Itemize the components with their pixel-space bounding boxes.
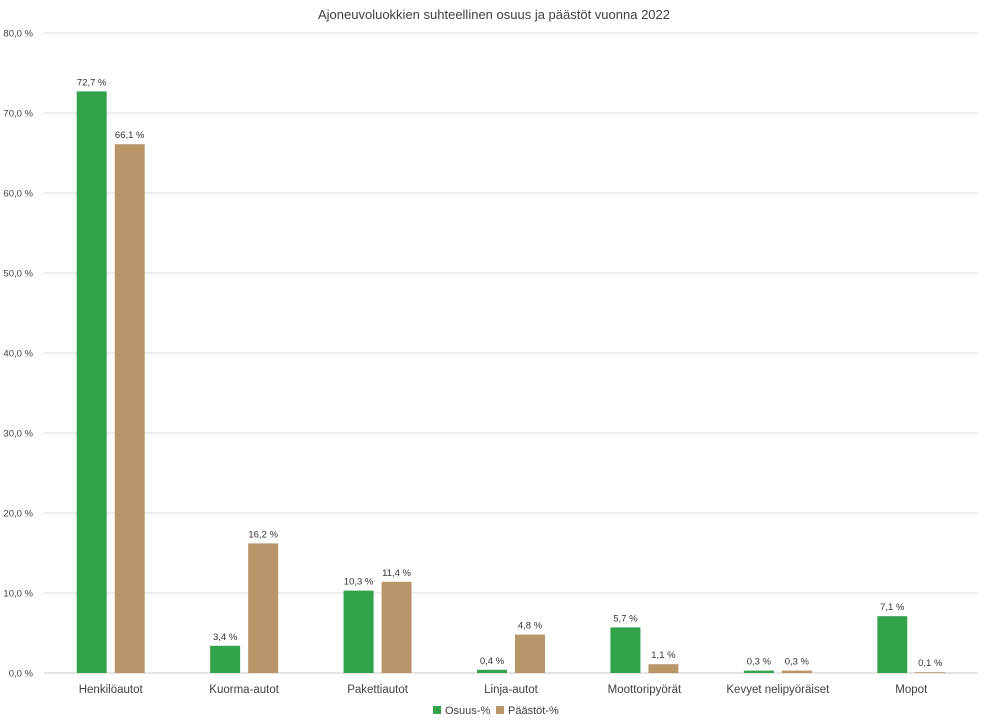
data-label: 4,8 % — [518, 621, 543, 632]
bar-osuus — [743, 670, 774, 673]
y-tick-label: 0,0 % — [9, 669, 34, 680]
data-labels: 72,7 % 66,1 % 3,4 % 16,2 % 10,3 % 11,4 % 0,4 %… — [77, 77, 943, 669]
legend-label: Päästöt-% — [508, 705, 559, 717]
bar-paastot — [781, 670, 812, 673]
y-tick-label: 60,0 % — [3, 189, 33, 200]
x-category-label: Kuorma-autot — [209, 684, 279, 696]
bar-paastot — [648, 664, 679, 673]
y-tick-label: 70,0 % — [3, 109, 33, 120]
data-label: 10,3 % — [344, 577, 374, 588]
data-label: 0,3 % — [785, 657, 810, 668]
bar-paastot — [381, 581, 412, 673]
bar-paastot — [915, 672, 946, 673]
y-tick-label: 50,0 % — [3, 269, 33, 280]
data-label: 0,4 % — [480, 656, 505, 667]
y-tick-label: 20,0 % — [3, 509, 33, 520]
bar-paastot — [114, 144, 145, 673]
data-label: 72,7 % — [77, 77, 107, 88]
x-category-label: Mopot — [895, 684, 928, 696]
data-label: 0,3 % — [747, 657, 772, 668]
y-tick-label: 40,0 % — [3, 349, 33, 360]
x-category-label: Kevyet nelipyöräiset — [726, 684, 830, 696]
legend-swatch — [433, 706, 441, 714]
y-tick-label: 10,0 % — [3, 589, 33, 600]
x-category-label: Pakettiautot — [347, 684, 409, 696]
bar-osuus — [343, 590, 374, 673]
data-label: 16,2 % — [248, 529, 278, 540]
chart-title: Ajoneuvoluokkien suhteellinen osuus ja p… — [318, 7, 670, 22]
bar-osuus — [610, 627, 641, 673]
data-label: 0,1 % — [918, 658, 943, 669]
x-category-label: Henkilöautot — [79, 684, 144, 696]
x-category-label: Linja-autot — [484, 684, 539, 696]
data-label: 1,1 % — [651, 650, 676, 661]
gridlines — [44, 32, 978, 674]
data-label: 66,1 % — [115, 130, 145, 141]
data-label: 5,7 % — [613, 613, 638, 624]
bar-osuus — [877, 616, 908, 673]
y-tick-label: 80,0 % — [3, 29, 33, 40]
bars — [76, 91, 946, 673]
bar-osuus — [477, 669, 507, 673]
y-tick-label: 30,0 % — [3, 429, 33, 440]
data-label: 11,4 % — [382, 568, 411, 579]
data-label: 3,4 % — [213, 632, 238, 643]
data-label: 7,1 % — [880, 602, 905, 613]
x-axis-categories: Henkilöautot Kuorma-autot Pakettiautot Linj… — [79, 684, 928, 696]
bar-osuus — [76, 91, 107, 673]
legend-swatch — [496, 706, 504, 714]
legend: Osuus-% Päästöt-% — [433, 705, 559, 717]
bar-osuus — [210, 645, 241, 673]
y-axis-ticks: 0,0 % 10,0 % 20,0 % 30,0 % 40,0 % 50,0 % 60,0 … — [3, 29, 33, 680]
legend-label: Osuus-% — [445, 705, 490, 717]
bar-paastot — [515, 634, 545, 673]
x-category-label: Moottoripyörät — [608, 684, 682, 696]
bar-paastot — [248, 543, 279, 673]
